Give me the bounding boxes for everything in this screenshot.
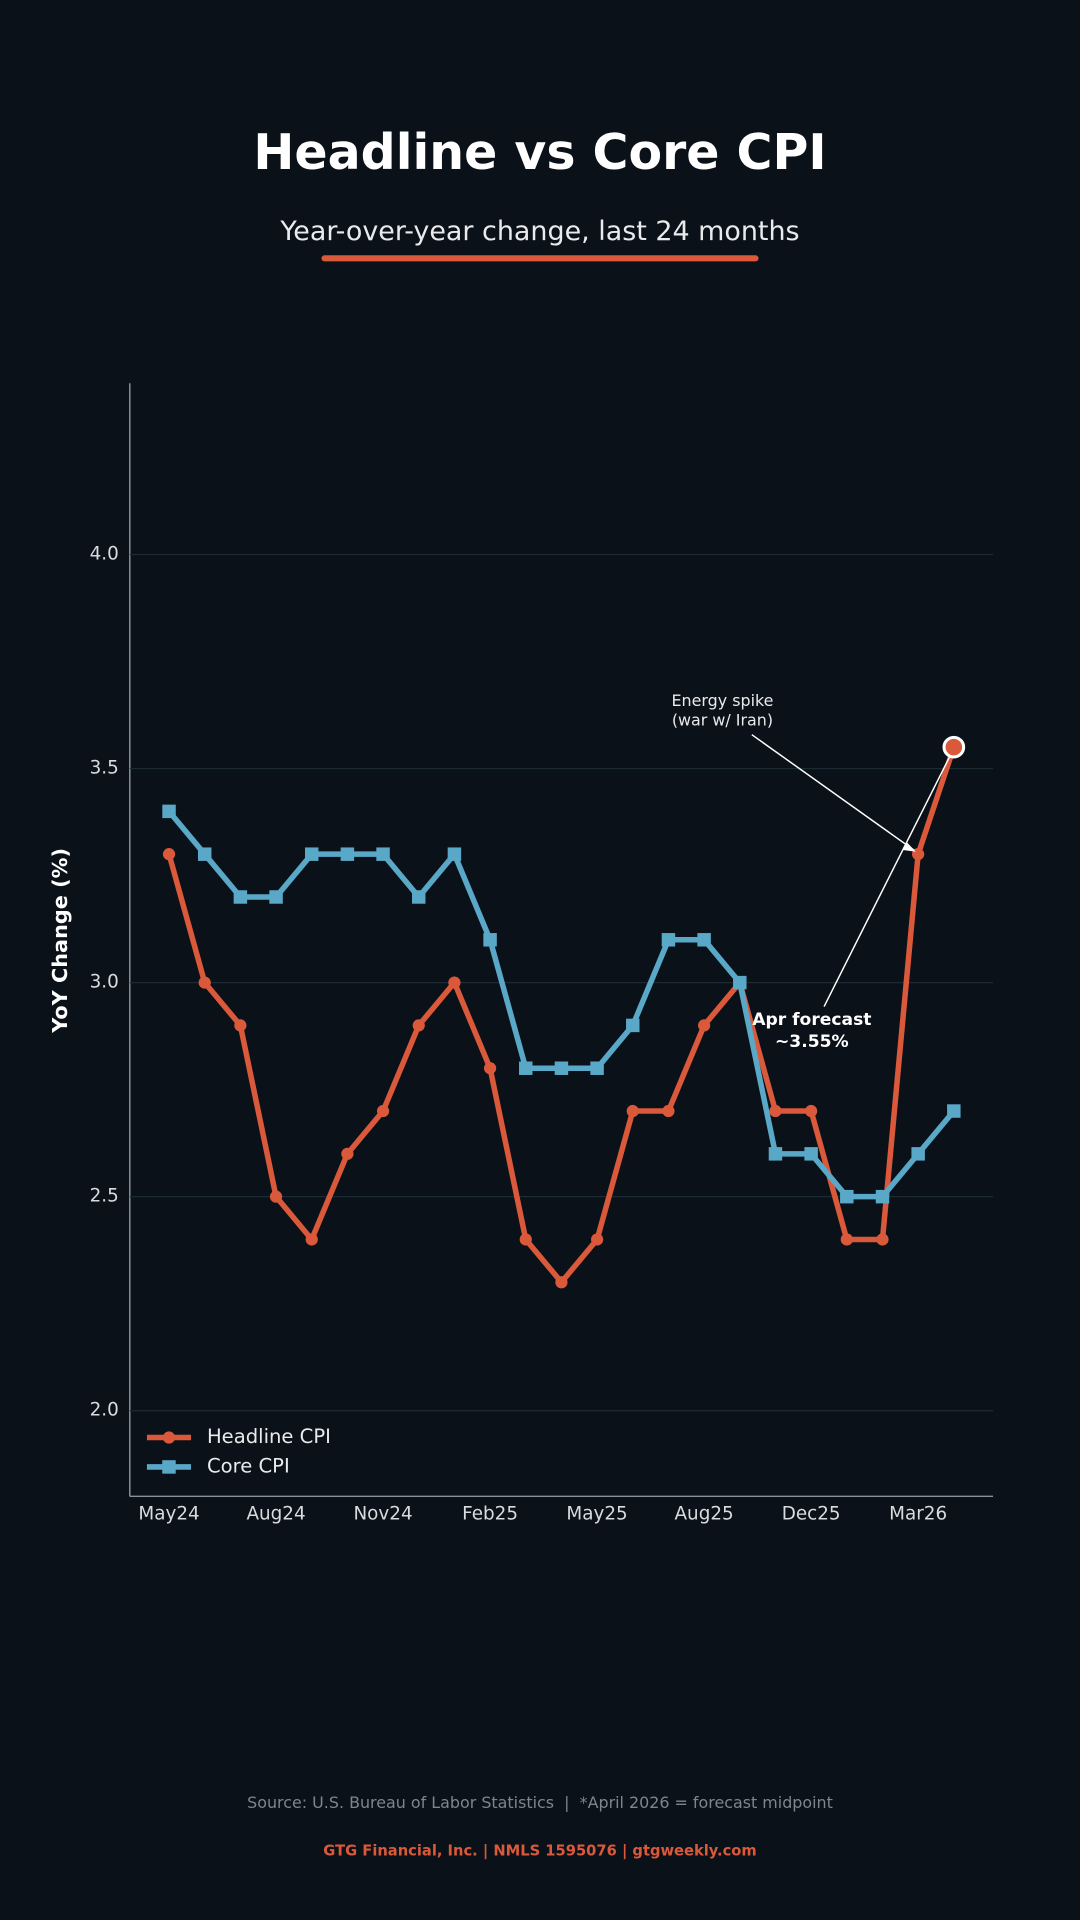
- data-point: [769, 1104, 782, 1118]
- data-point: [305, 1233, 318, 1246]
- data-point: [626, 1104, 639, 1118]
- legend-label: Core CPI: [207, 1454, 290, 1477]
- data-point: [661, 933, 676, 947]
- y-tick-label: 2.5: [90, 1186, 119, 1207]
- data-point: [554, 1061, 569, 1075]
- data-point: [911, 1147, 925, 1161]
- y-tick-label: 3.5: [90, 758, 119, 779]
- data-point: [198, 976, 211, 989]
- y-axis-label: YoY Change (%): [48, 848, 72, 1034]
- data-point: [269, 890, 283, 904]
- data-point: [269, 1190, 283, 1203]
- data-point: [519, 1061, 533, 1075]
- annotation-text: Energy spike: [671, 691, 773, 710]
- annotation-text: ~3.55%: [775, 1032, 849, 1052]
- legend-marker: [162, 1431, 176, 1444]
- data-point: [162, 804, 176, 819]
- y-tick-label: 3.0: [90, 972, 119, 993]
- legend-label: Headline CPI: [207, 1425, 331, 1448]
- legend-marker: [162, 1460, 176, 1474]
- data-point: [483, 1062, 497, 1075]
- chart-subtitle: Year-over-year change, last 24 months: [279, 216, 799, 247]
- data-point: [376, 847, 390, 861]
- annotation-arrow: [751, 734, 915, 852]
- data-point: [555, 1276, 568, 1289]
- data-point: [447, 847, 462, 861]
- data-point: [448, 976, 461, 989]
- chart-title: Headline vs Core CPI: [253, 124, 826, 181]
- data-point: [234, 1019, 247, 1032]
- y-tick-label: 2.0: [90, 1400, 119, 1421]
- data-point: [412, 890, 426, 904]
- data-point: [590, 1061, 604, 1075]
- data-point: [483, 933, 497, 947]
- x-tick-label: Feb25: [462, 1504, 518, 1525]
- data-point: [768, 1147, 783, 1161]
- annotation-text: (war w/ Iran): [672, 711, 773, 730]
- data-point: [840, 1233, 853, 1246]
- data-point: [697, 933, 711, 947]
- data-point: [626, 1018, 640, 1033]
- data-point: [662, 1104, 675, 1118]
- data-point: [804, 1147, 818, 1161]
- data-point: [376, 1104, 390, 1118]
- data-point: [590, 1233, 604, 1246]
- data-point: [304, 847, 319, 861]
- x-tick-label: Dec25: [782, 1504, 841, 1525]
- data-point: [197, 847, 212, 861]
- data-point: [340, 847, 355, 861]
- data-point: [233, 890, 248, 904]
- data-point: [840, 1189, 854, 1204]
- source-note: Source: U.S. Bureau of Labor Statistics …: [247, 1793, 833, 1812]
- y-tick-label: 4.0: [90, 544, 119, 565]
- data-point: [341, 1147, 354, 1160]
- data-point: [162, 848, 176, 861]
- data-point: [733, 975, 747, 990]
- x-tick-label: May25: [566, 1504, 627, 1525]
- data-point: [519, 1233, 532, 1246]
- x-tick-label: Nov24: [353, 1504, 412, 1525]
- data-point: [412, 1019, 425, 1032]
- data-point: [805, 1104, 818, 1118]
- data-point: [947, 1104, 961, 1118]
- x-tick-label: Aug24: [246, 1504, 305, 1525]
- x-tick-label: Aug25: [675, 1504, 734, 1525]
- x-tick-label: Mar26: [889, 1504, 947, 1525]
- annotation-arrow: [823, 755, 951, 1007]
- data-point: [875, 1189, 890, 1204]
- x-tick-label: May24: [138, 1504, 199, 1525]
- footer: GTG Financial, Inc. | NMLS 1595076 | gtg…: [323, 1842, 756, 1859]
- data-point: [697, 1019, 711, 1032]
- forecast-point: [942, 735, 966, 759]
- annotation-text: Apr forecast: [752, 1010, 871, 1030]
- data-point: [876, 1233, 889, 1246]
